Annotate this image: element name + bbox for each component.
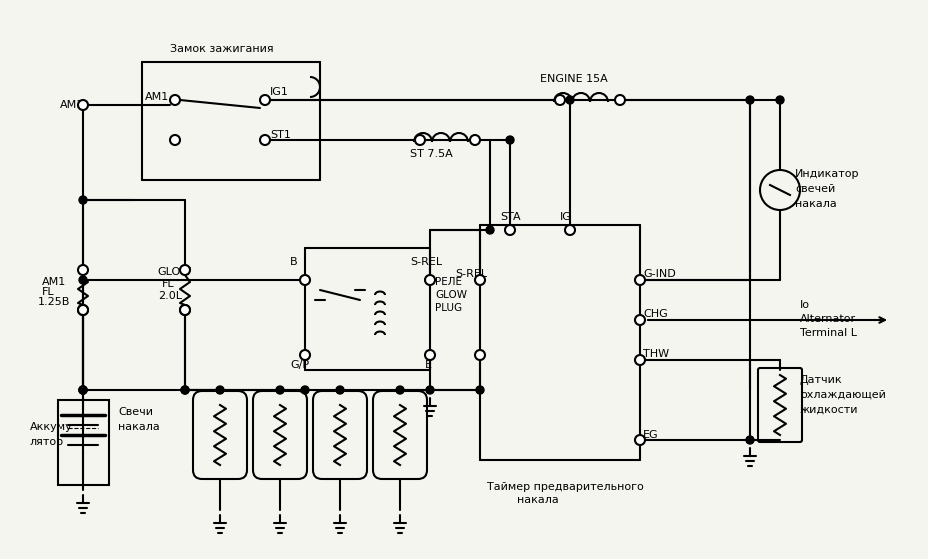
Text: ST1: ST1	[270, 130, 290, 140]
Circle shape	[170, 95, 180, 105]
Circle shape	[260, 135, 270, 145]
Text: Свечи: Свечи	[118, 407, 153, 417]
Circle shape	[78, 265, 88, 275]
Circle shape	[180, 265, 190, 275]
Circle shape	[745, 96, 754, 104]
Text: S-REL: S-REL	[409, 257, 442, 267]
Circle shape	[180, 305, 190, 315]
Circle shape	[79, 386, 87, 394]
Circle shape	[424, 350, 434, 360]
Text: G/P: G/P	[290, 360, 309, 370]
Circle shape	[415, 135, 424, 145]
Circle shape	[301, 386, 309, 394]
Text: жидкости: жидкости	[799, 405, 857, 415]
Circle shape	[635, 355, 644, 365]
Circle shape	[506, 136, 513, 144]
Text: CHG: CHG	[642, 309, 667, 319]
Text: AM1: AM1	[145, 92, 169, 102]
Circle shape	[424, 275, 434, 285]
Text: IG: IG	[560, 212, 572, 222]
Text: ST 7.5A: ST 7.5A	[409, 149, 452, 159]
Text: накала: накала	[794, 199, 836, 209]
Circle shape	[170, 135, 180, 145]
Text: Замок зажигания: Замок зажигания	[170, 44, 274, 54]
Text: Io: Io	[799, 300, 809, 310]
Circle shape	[474, 350, 484, 360]
Text: STA: STA	[499, 212, 520, 222]
Text: свечей: свечей	[794, 184, 834, 194]
Circle shape	[181, 386, 188, 394]
Circle shape	[635, 275, 644, 285]
Circle shape	[300, 350, 310, 360]
Circle shape	[775, 96, 783, 104]
Text: G-IND: G-IND	[642, 269, 675, 279]
Text: Датчик: Датчик	[799, 375, 842, 385]
Text: накала: накала	[517, 495, 558, 505]
Text: Alternator: Alternator	[799, 314, 856, 324]
Circle shape	[216, 386, 224, 394]
Text: S-REL: S-REL	[455, 269, 486, 279]
Text: Таймер предварительного: Таймер предварительного	[486, 482, 643, 492]
Circle shape	[470, 135, 480, 145]
Text: Индикатор: Индикатор	[794, 169, 858, 179]
Circle shape	[554, 95, 564, 105]
Circle shape	[635, 435, 644, 445]
Text: B: B	[290, 257, 297, 267]
Circle shape	[475, 386, 483, 394]
Circle shape	[474, 275, 484, 285]
Circle shape	[181, 386, 188, 394]
Circle shape	[564, 225, 574, 235]
Circle shape	[565, 96, 574, 104]
Text: IG1: IG1	[270, 87, 289, 97]
Circle shape	[635, 315, 644, 325]
Circle shape	[78, 100, 88, 110]
Text: Terminal L: Terminal L	[799, 328, 856, 338]
Circle shape	[78, 305, 88, 315]
Circle shape	[485, 226, 494, 234]
Text: GLOW: GLOW	[434, 290, 467, 300]
Circle shape	[426, 386, 433, 394]
Text: THW: THW	[642, 349, 668, 359]
Text: Аккуму: Аккуму	[30, 422, 72, 432]
Text: E: E	[424, 360, 432, 370]
Circle shape	[79, 196, 87, 204]
Text: охлаждающей: охлаждающей	[799, 390, 885, 400]
Text: GLOW: GLOW	[157, 267, 191, 277]
Circle shape	[395, 386, 404, 394]
Bar	[58, 400, 109, 485]
Circle shape	[79, 386, 87, 394]
Circle shape	[260, 95, 270, 105]
Circle shape	[505, 225, 514, 235]
Circle shape	[336, 386, 343, 394]
Text: AM1: AM1	[42, 277, 66, 287]
Text: EG: EG	[642, 430, 658, 440]
Circle shape	[300, 275, 310, 285]
Circle shape	[745, 436, 754, 444]
Text: 2.0L: 2.0L	[158, 291, 182, 301]
Text: AM1: AM1	[60, 100, 84, 110]
Circle shape	[79, 386, 87, 394]
Circle shape	[614, 95, 625, 105]
Text: FL: FL	[161, 279, 174, 289]
Circle shape	[79, 276, 87, 284]
Circle shape	[78, 305, 88, 315]
Text: лятор: лятор	[30, 437, 64, 447]
Circle shape	[180, 305, 190, 315]
Text: FL: FL	[42, 287, 55, 297]
Circle shape	[276, 386, 284, 394]
Text: ENGINE 15A: ENGINE 15A	[539, 74, 607, 84]
Text: PLUG: PLUG	[434, 303, 461, 313]
Text: РЕЛЕ: РЕЛЕ	[434, 277, 461, 287]
Text: 1.25B: 1.25B	[38, 297, 71, 307]
Text: накала: накала	[118, 422, 160, 432]
